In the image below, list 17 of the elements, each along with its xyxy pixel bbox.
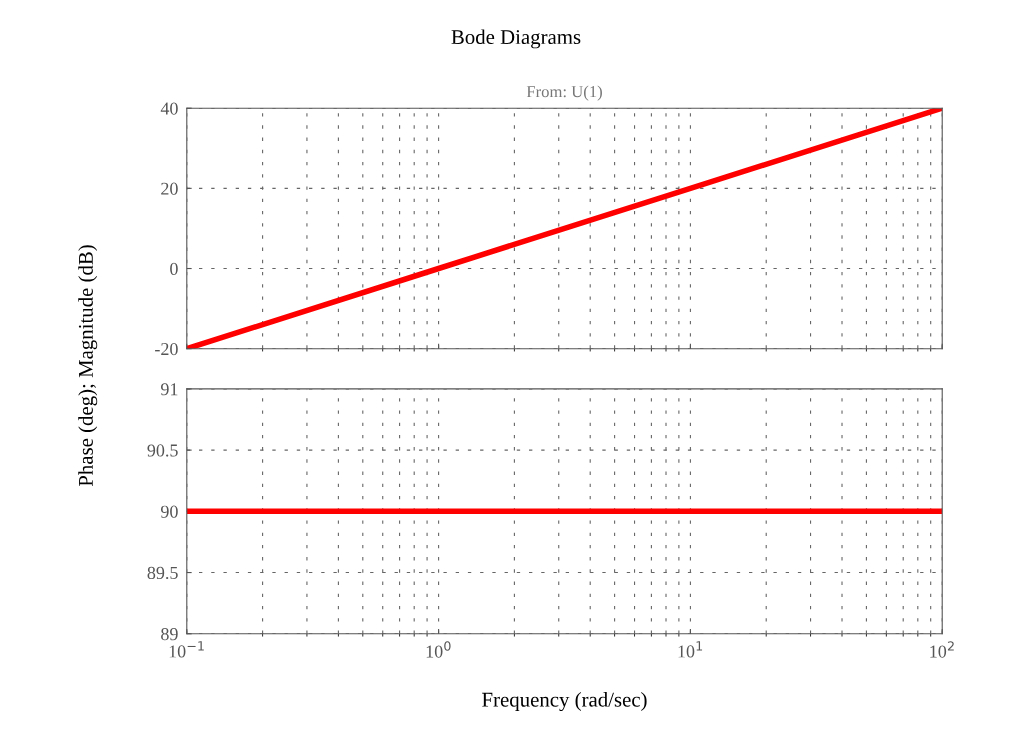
y-tick-label: -20	[155, 342, 178, 356]
x-axis-title: Frequency (rad/sec)	[482, 692, 647, 712]
y-tick-label: 89	[161, 628, 178, 641]
x-tick-label: 10$^{2}$	[930, 641, 954, 658]
y-tick-label: 91	[160, 383, 178, 396]
y-tick-label: 40	[160, 102, 178, 115]
chart-title: Bode Diagrams	[451, 29, 581, 49]
y-tick-label: 90	[160, 505, 178, 518]
x-tick-label: 10$^{−1}$	[169, 641, 204, 658]
x-tick-label: 10$^{1}$	[678, 641, 703, 658]
y-tick-label: 0	[170, 262, 178, 275]
chart-subtitle: From: U(1)	[526, 85, 602, 101]
x-tick-label: 10$^{0}$	[426, 641, 451, 658]
y-tick-label: 20	[161, 182, 178, 195]
y-tick-label: 90.5	[147, 444, 178, 457]
y-axis-title: Phase (deg); Magnitude (dB)	[78, 245, 98, 487]
y-tick-label: 89.5	[147, 566, 178, 580]
